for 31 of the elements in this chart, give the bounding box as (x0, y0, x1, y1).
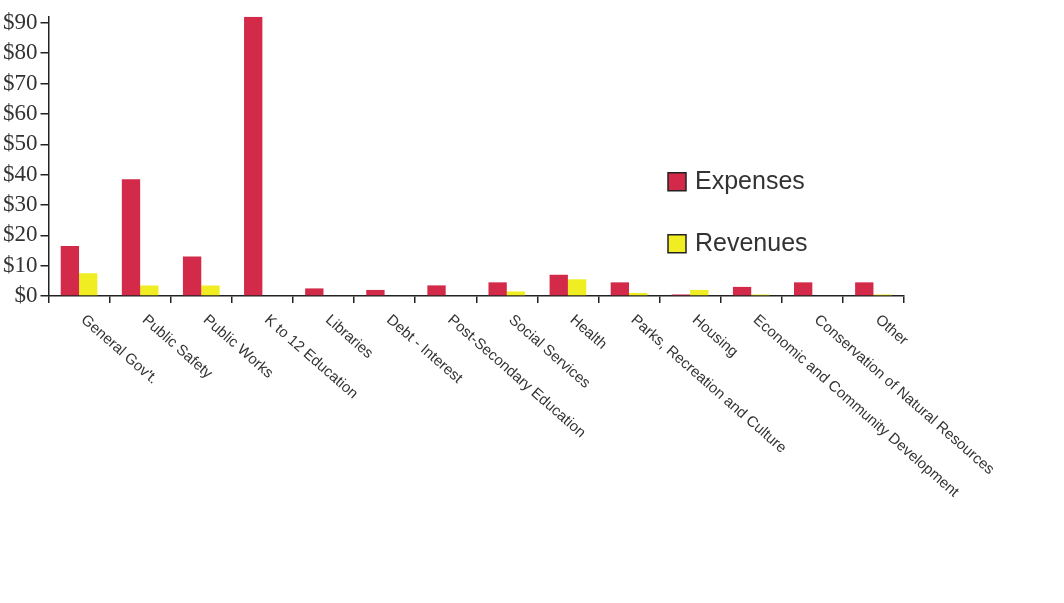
y-tick-label: $20 (3, 221, 38, 247)
bar (60, 245, 80, 296)
bar (549, 274, 568, 296)
y-tick-label: $90 (3, 8, 38, 34)
bar (121, 179, 141, 296)
y-tick-label: $80 (3, 39, 38, 65)
legend-label: Revenues (695, 227, 808, 256)
bar (488, 282, 507, 296)
bar (140, 285, 159, 296)
bar (244, 16, 263, 296)
y-tick-label: $50 (3, 130, 38, 156)
bar (567, 279, 587, 296)
y-tick-label: $70 (3, 69, 38, 95)
bar (427, 285, 446, 296)
y-tick-label: $10 (3, 251, 38, 277)
y-tick-label: $40 (3, 160, 38, 186)
bar (794, 282, 813, 296)
bar (690, 289, 709, 296)
legend-label: Expenses (695, 165, 805, 194)
y-tick-label: $60 (3, 99, 38, 125)
bar (610, 282, 630, 296)
bar (305, 288, 324, 296)
bar (506, 291, 526, 296)
bar (366, 289, 385, 296)
bar (732, 286, 752, 296)
y-tick-label: $0 (14, 282, 38, 308)
bar (79, 273, 98, 296)
bar (201, 285, 220, 296)
bar (182, 256, 202, 296)
bar (855, 282, 874, 296)
y-tick-label: $30 (3, 191, 38, 216)
